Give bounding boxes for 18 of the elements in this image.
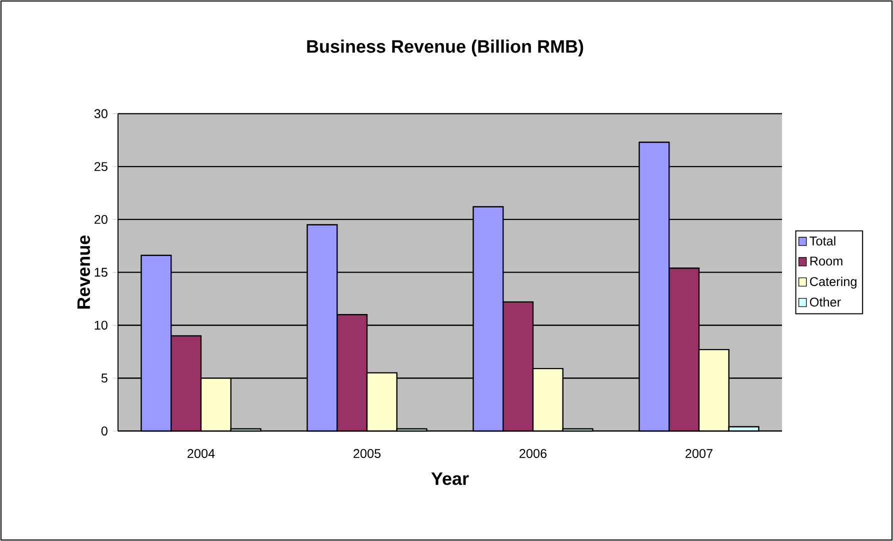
x-axis-title: Year (431, 472, 469, 486)
y-tick-label: 10 (94, 320, 108, 330)
y-tick-label: 15 (94, 268, 108, 277)
y-axis-title: Revenue (77, 235, 90, 309)
legend-label: Room (810, 256, 842, 266)
y-tick-label: 20 (94, 214, 108, 224)
y-tick-label: 25 (94, 162, 108, 172)
legend-label: Other (810, 297, 841, 307)
chart-title: Business Revenue (Billion RMB) (307, 40, 584, 56)
y-tick-label: 0 (101, 426, 108, 436)
legend-label: Total (810, 236, 836, 246)
x-tick-label: 2006 (520, 449, 547, 458)
x-tick-label: 2005 (354, 449, 381, 458)
y-tick-label: 5 (101, 374, 108, 383)
legend-label: Catering (810, 276, 856, 289)
y-tick-label: 30 (94, 109, 108, 118)
x-tick-label: 2007 (686, 449, 712, 458)
x-tick-label: 2004 (188, 449, 215, 458)
